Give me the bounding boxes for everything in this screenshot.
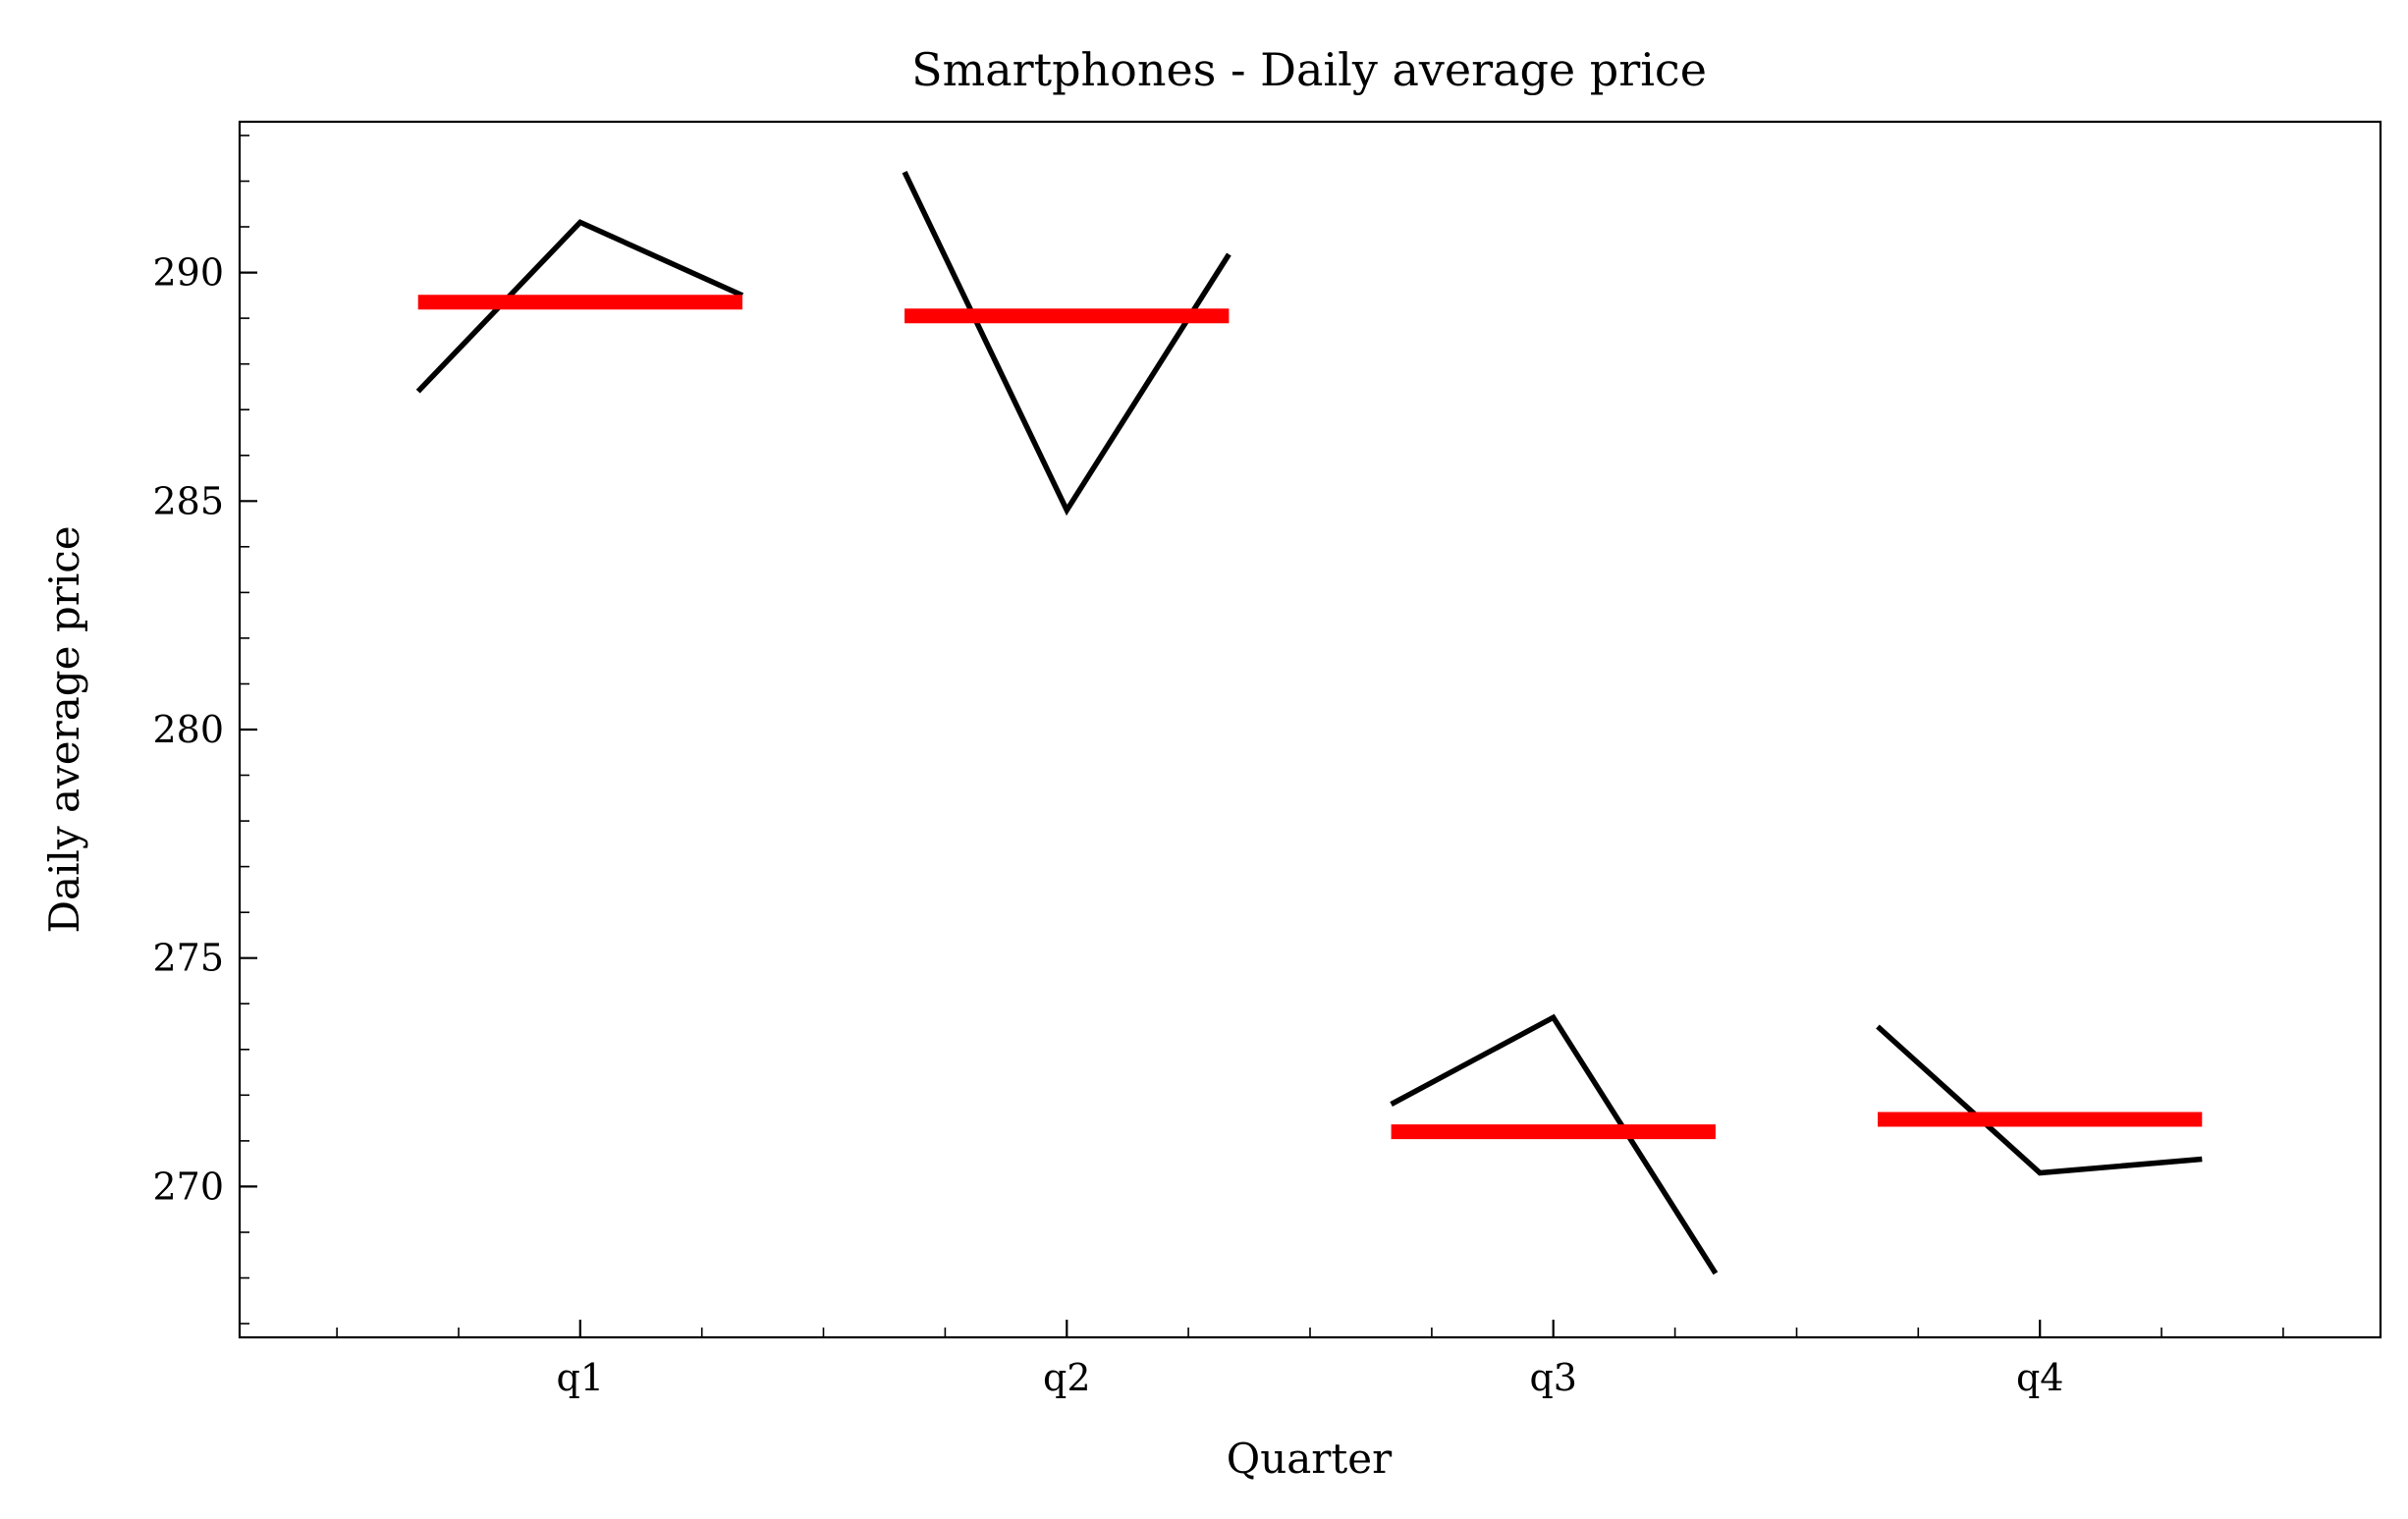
- y-tick-label: 280: [152, 708, 224, 751]
- y-tick-label: 275: [152, 937, 224, 980]
- plot-area: [415, 171, 2203, 1275]
- x-tick-label-q2: q2: [1043, 1356, 1091, 1399]
- x-tick-label-q3: q3: [1529, 1356, 1577, 1399]
- y-axis-label: Daily average price: [40, 525, 88, 933]
- chart-title: Smartphones - Daily average price: [911, 43, 1707, 96]
- series-line-q2: [902, 171, 1231, 516]
- x-axis-label: Quarter: [1227, 1435, 1393, 1483]
- x-tick-label-q1: q1: [557, 1356, 605, 1399]
- ticks: 270 275 280 285 290 q1 q2 q3 q4: [152, 135, 2284, 1399]
- series-line-q4: [1876, 1024, 2203, 1176]
- y-tick-label: 290: [152, 251, 224, 295]
- series-line-q3: [1390, 1013, 1719, 1275]
- y-tick-label: 270: [152, 1165, 224, 1208]
- series-line-q1: [415, 219, 744, 394]
- y-tick-label: 285: [152, 479, 224, 522]
- x-tick-label-q4: q4: [2016, 1356, 2064, 1399]
